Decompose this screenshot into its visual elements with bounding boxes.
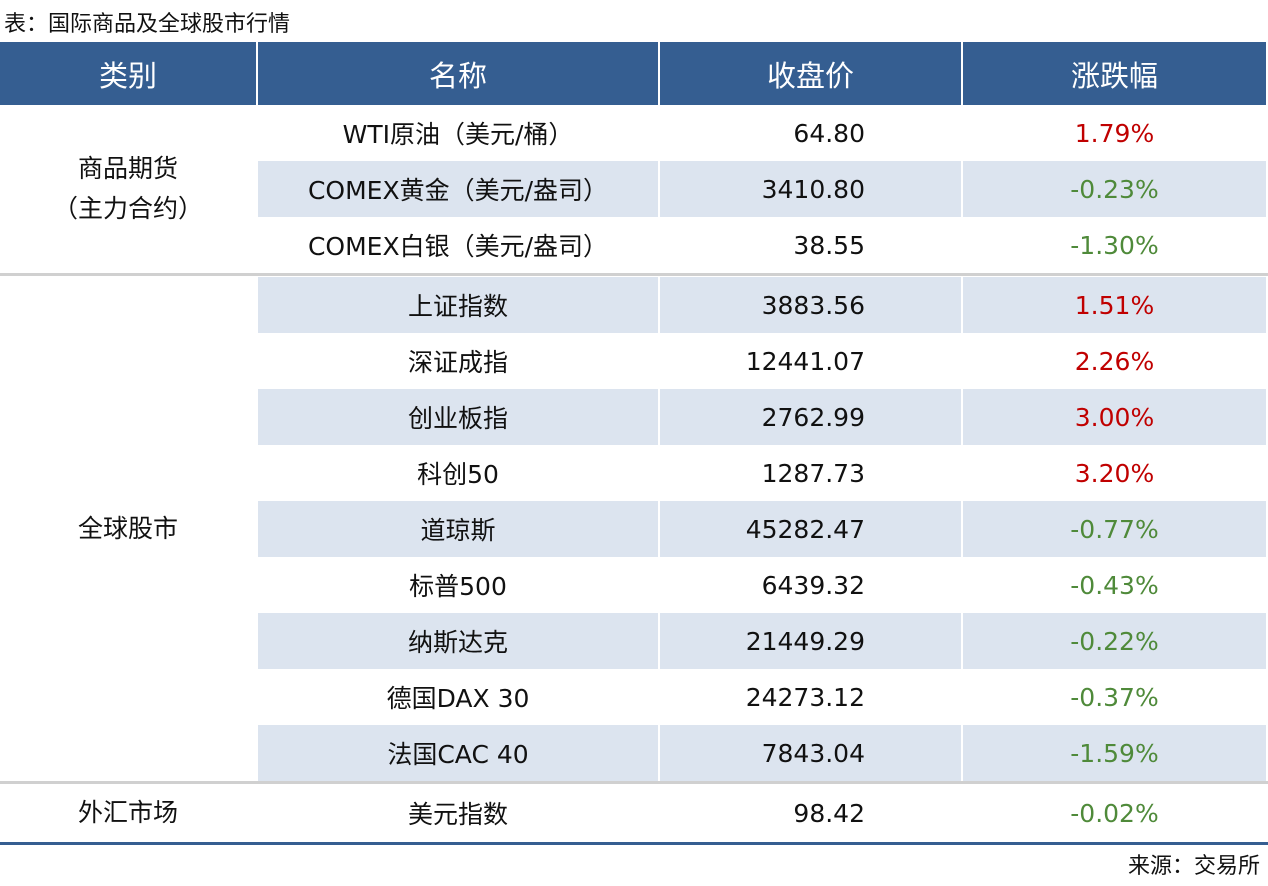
name-cell: 科创50 xyxy=(258,445,660,501)
header-cell: 涨跌幅 xyxy=(963,42,1268,105)
table-bottom-rule xyxy=(0,842,1268,845)
close-cell: 38.55 xyxy=(660,217,963,273)
name-cell: 德国DAX 30 xyxy=(258,669,660,725)
name-cell: 纳斯达克 xyxy=(258,613,660,669)
close-cell: 7843.04 xyxy=(660,725,963,781)
change-cell: -0.43% xyxy=(963,557,1268,613)
close-cell: 24273.12 xyxy=(660,669,963,725)
source-note: 来源：交易所 xyxy=(1127,854,1260,879)
change-cell: 1.79% xyxy=(963,105,1268,161)
change-cell: -0.22% xyxy=(963,613,1268,669)
change-cell: -0.02% xyxy=(963,785,1268,841)
category-line: 商品期货 xyxy=(77,154,178,183)
header-cell: 收盘价 xyxy=(660,42,963,105)
header-cell: 名称 xyxy=(258,42,660,105)
close-cell: 1287.73 xyxy=(660,445,963,501)
change-cell: -1.30% xyxy=(963,217,1268,273)
change-cell: 2.26% xyxy=(963,333,1268,389)
group-separator xyxy=(0,781,1268,784)
close-cell: 6439.32 xyxy=(660,557,963,613)
name-cell: 美元指数 xyxy=(258,785,660,841)
category-cell: 外汇市场 xyxy=(0,785,258,841)
close-cell: 98.42 xyxy=(660,785,963,841)
close-cell: 12441.07 xyxy=(660,333,963,389)
name-cell: 道琼斯 xyxy=(258,501,660,557)
close-cell: 2762.99 xyxy=(660,389,963,445)
group-separator xyxy=(0,273,1268,276)
name-cell: 标普500 xyxy=(258,557,660,613)
close-cell: 3410.80 xyxy=(660,161,963,217)
name-cell: COMEX黄金（美元/盎司） xyxy=(258,161,660,217)
close-cell: 3883.56 xyxy=(660,277,963,333)
change-cell: 1.51% xyxy=(963,277,1268,333)
close-cell: 45282.47 xyxy=(660,501,963,557)
name-cell: WTI原油（美元/桶） xyxy=(258,105,660,161)
table-title: 表：国际商品及全球股市行情 xyxy=(4,12,291,37)
category-cell: 全球股市 xyxy=(0,277,258,781)
close-cell: 21449.29 xyxy=(660,613,963,669)
category-line: 全球股市 xyxy=(77,514,178,543)
category-line: 外汇市场 xyxy=(77,798,178,827)
name-cell: COMEX白银（美元/盎司） xyxy=(258,217,660,273)
category-cell: 商品期货 （主力合约） xyxy=(0,105,258,273)
change-cell: -1.59% xyxy=(963,725,1268,781)
name-cell: 上证指数 xyxy=(258,277,660,333)
header-cell: 类别 xyxy=(0,42,258,105)
name-cell: 深证成指 xyxy=(258,333,660,389)
change-cell: -0.23% xyxy=(963,161,1268,217)
change-cell: 3.20% xyxy=(963,445,1268,501)
category-line: （主力合约） xyxy=(52,194,203,223)
close-cell: 64.80 xyxy=(660,105,963,161)
name-cell: 创业板指 xyxy=(258,389,660,445)
change-cell: -0.77% xyxy=(963,501,1268,557)
name-cell: 法国CAC 40 xyxy=(258,725,660,781)
change-cell: 3.00% xyxy=(963,389,1268,445)
change-cell: -0.37% xyxy=(963,669,1268,725)
